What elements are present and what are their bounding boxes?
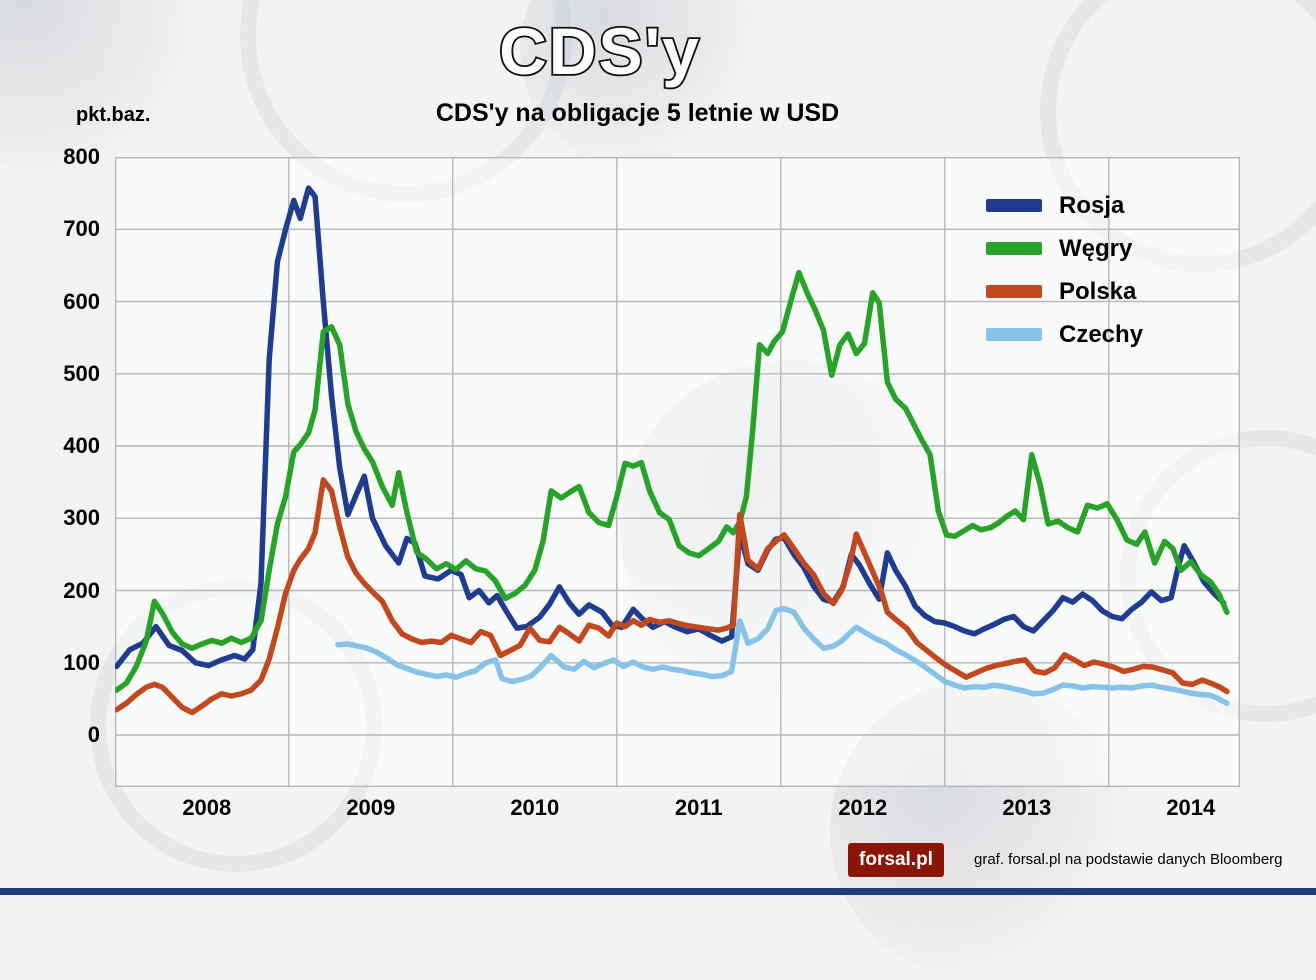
page-title-svg: CDS'y: [497, 12, 701, 90]
x-tick-label: 2013: [1002, 795, 1052, 820]
legend-label: Czechy: [1059, 320, 1144, 348]
legend-swatch-icon: [986, 328, 1042, 341]
x-axis: 2008 2009 2010 2011 2012 2013 2014: [115, 789, 1240, 825]
forsal-logo-text: forsal.pl: [859, 849, 933, 870]
legend-swatch-icon: [986, 199, 1042, 212]
legend-label: Polska: [1059, 277, 1137, 305]
y-tick-label: 100: [63, 649, 100, 675]
y-tick-label: 700: [63, 216, 100, 242]
legend-swatch-icon: [986, 242, 1042, 255]
series-line-Polska: [115, 477, 1230, 716]
legend-label: Rosja: [1059, 191, 1125, 219]
x-tick-label: 2009: [346, 795, 396, 820]
page-title: CDS'y: [0, 4, 1200, 101]
x-tick-label: 2012: [838, 795, 888, 820]
y-tick-label: 800: [63, 144, 100, 169]
chart-title: CDS'y na obligacje 5 letnie w USD: [435, 99, 840, 127]
page-title-text: CDS'y: [499, 14, 701, 88]
x-tick-label: 2008: [182, 795, 232, 820]
forsal-logo: forsal.pl: [848, 843, 944, 877]
legend: Rosja Węgry Polska Czechy: [986, 184, 1143, 356]
legend-item-czechy: Czechy: [986, 313, 1143, 356]
legend-swatch-icon: [986, 285, 1042, 298]
legend-item-rosja: Rosja: [986, 184, 1143, 227]
x-tick-label: 2014: [1166, 795, 1216, 820]
plot-frame: [115, 157, 1240, 787]
chart-canvas: [115, 157, 1240, 787]
y-tick-label: 200: [63, 577, 100, 603]
y-tick-label: 300: [63, 505, 100, 531]
y-tick-label: 500: [63, 360, 100, 386]
legend-item-węgry: Węgry: [986, 227, 1143, 270]
x-tick-label: 2010: [510, 795, 560, 820]
series-line-Rosja: [115, 185, 1227, 670]
credit-text: graf. forsal.pl na podstawie danych Bloo…: [974, 851, 1283, 868]
series-line-Czechy: [335, 605, 1230, 706]
y-axis: 0 100 200 300 400 500 600 700 800: [18, 144, 100, 787]
y-tick-label: 400: [63, 433, 100, 458]
series-line-Węgry: [115, 269, 1230, 693]
legend-item-polska: Polska: [986, 270, 1143, 313]
y-tick-label: 0: [87, 722, 100, 747]
bottom-accent-bar: [0, 888, 1316, 895]
plot-area: [115, 157, 1240, 787]
y-tick-label: 600: [63, 288, 100, 314]
x-tick-label: 2011: [674, 795, 723, 820]
y-axis-unit-label: pkt.baz.: [76, 104, 151, 126]
legend-label: Węgry: [1059, 234, 1133, 262]
